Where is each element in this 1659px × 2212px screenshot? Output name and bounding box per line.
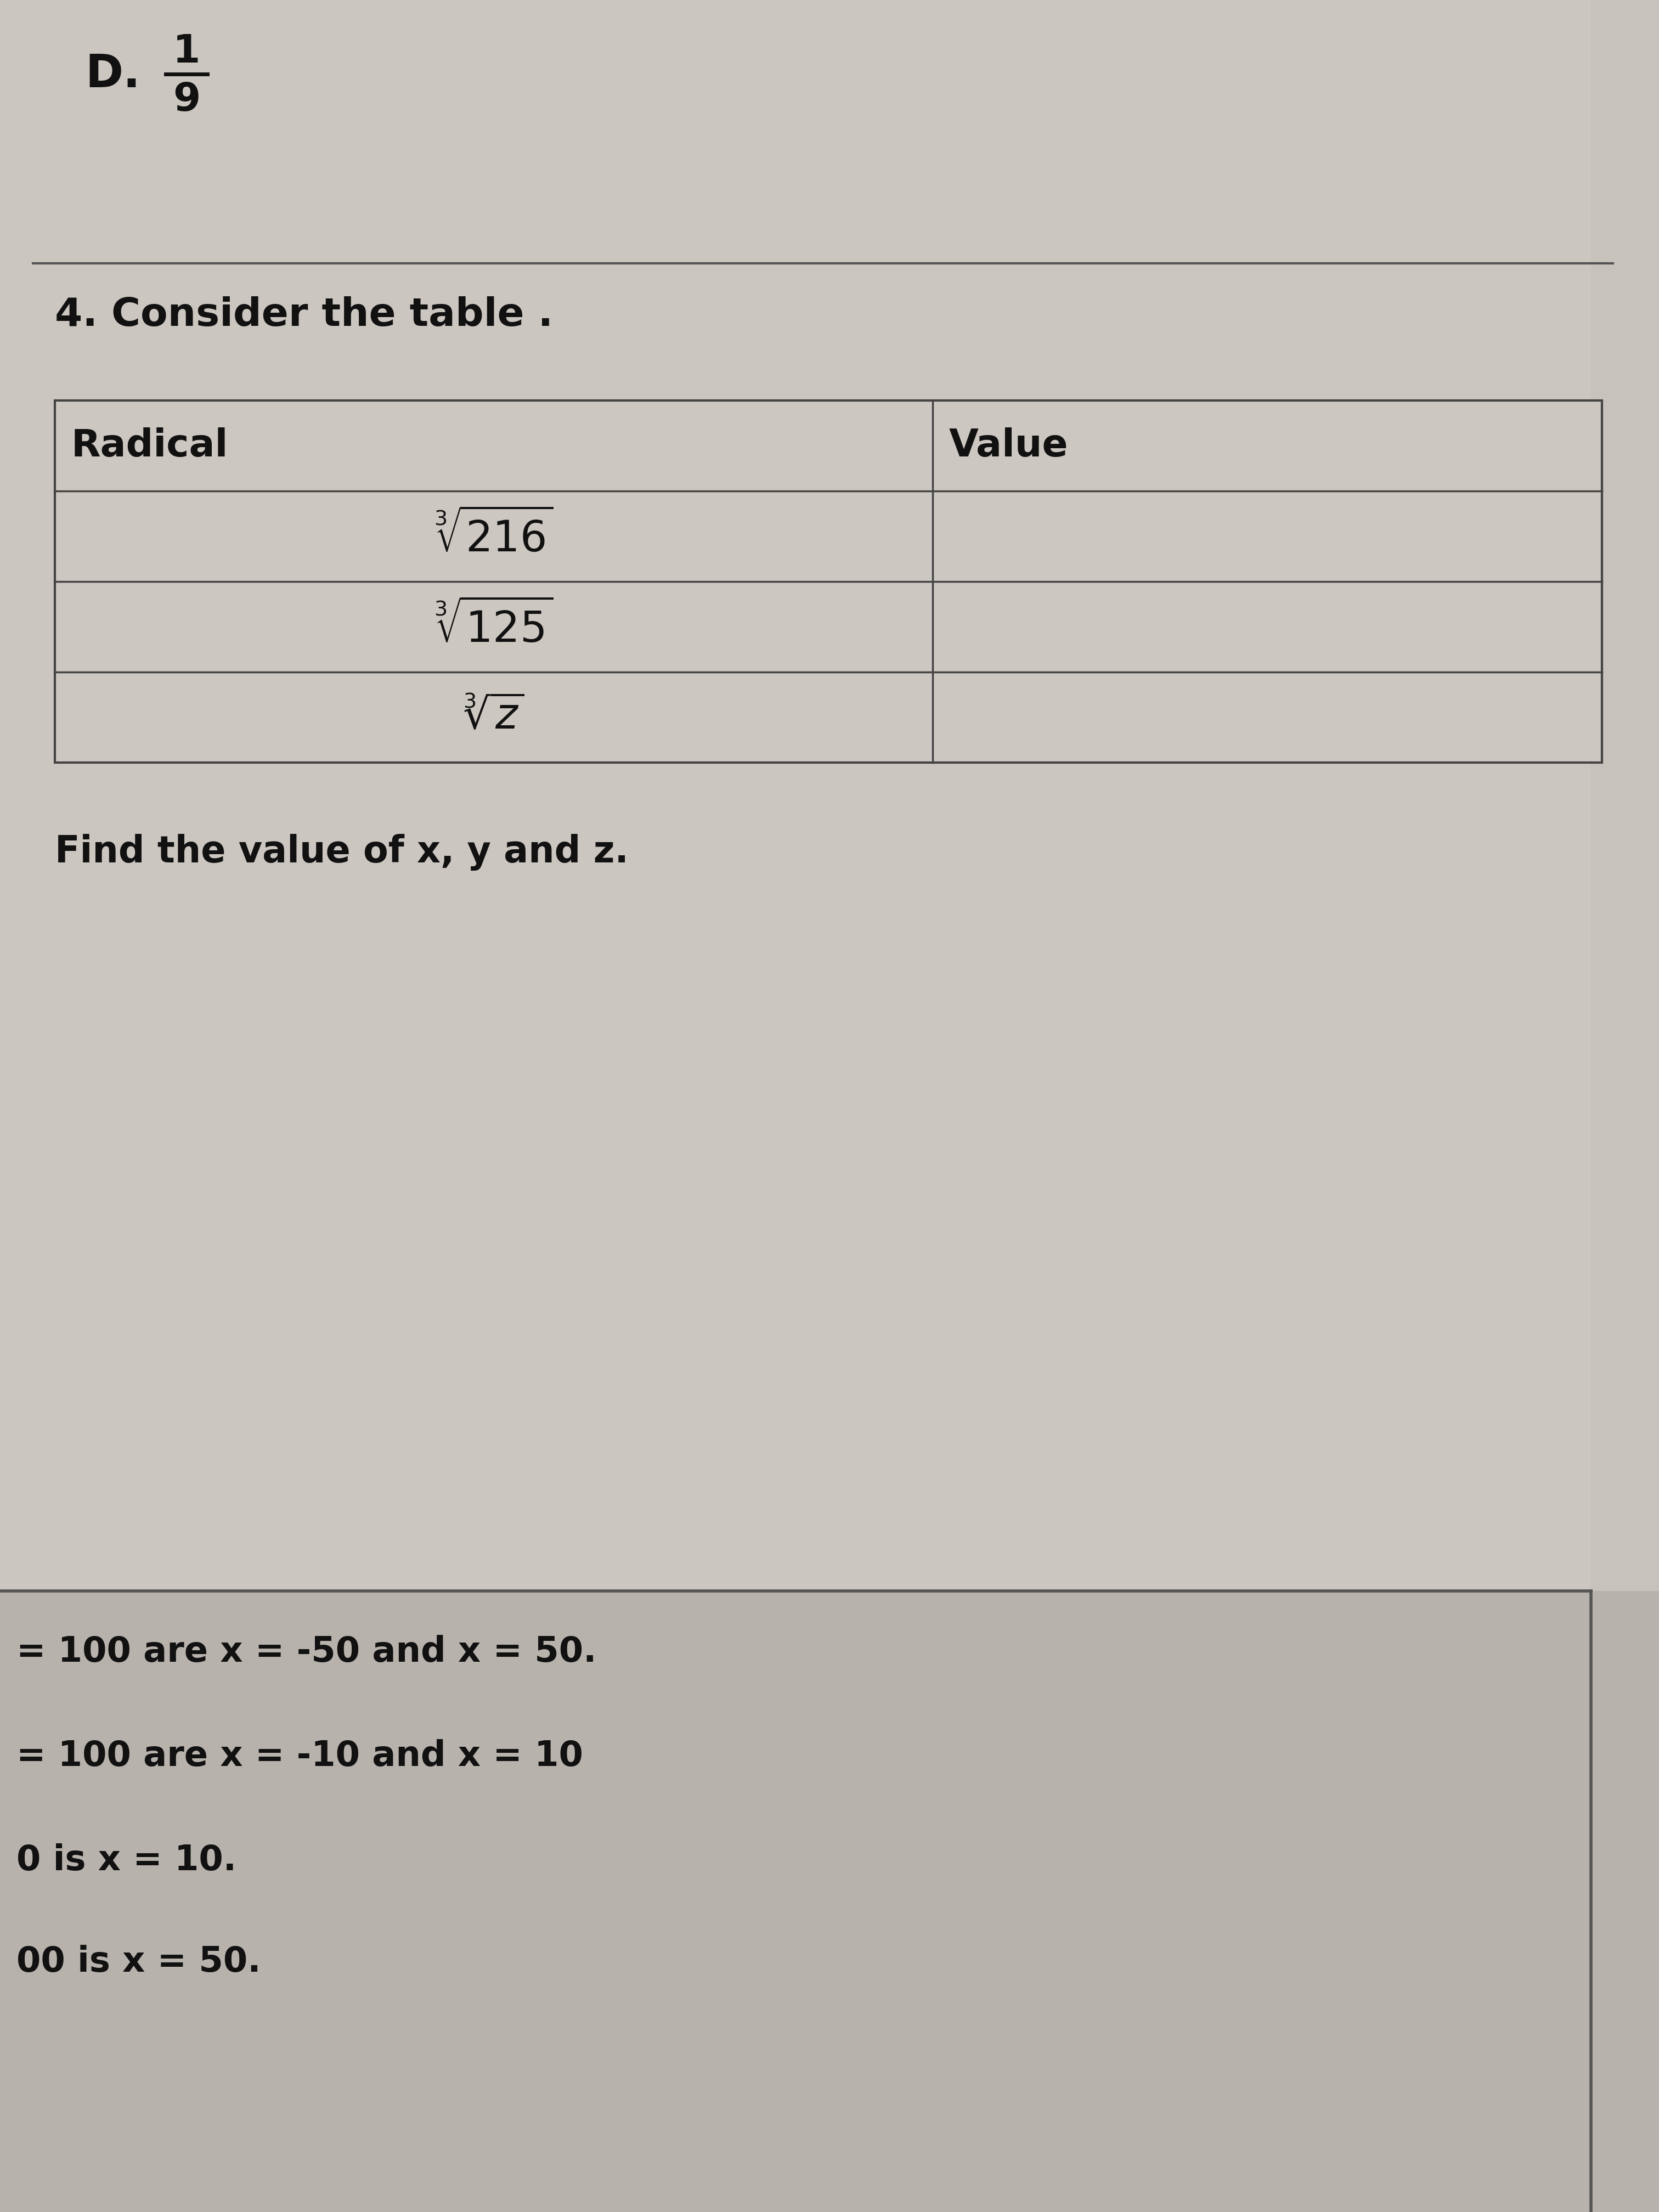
Text: 9: 9 bbox=[173, 82, 201, 119]
Bar bbox=[55, 400, 1603, 763]
Text: 1: 1 bbox=[173, 33, 201, 71]
Text: = 100 are x = -10 and x = 10: = 100 are x = -10 and x = 10 bbox=[17, 1739, 582, 1774]
Text: $\sqrt[3]{216}$: $\sqrt[3]{216}$ bbox=[435, 511, 554, 562]
Text: = 100 are x = -50 and x = 50.: = 100 are x = -50 and x = 50. bbox=[17, 1635, 597, 1668]
Text: 0 is x = 10.: 0 is x = 10. bbox=[17, 1843, 237, 1878]
Bar bbox=[1591, 0, 1659, 1590]
Text: 00 is x = 50.: 00 is x = 50. bbox=[17, 1944, 260, 1980]
Bar bbox=[55, 400, 1603, 763]
Text: $\sqrt[3]{125}$: $\sqrt[3]{125}$ bbox=[435, 602, 554, 653]
Text: Radical: Radical bbox=[71, 427, 229, 465]
Bar bbox=[0, 1590, 1659, 2212]
Text: D.: D. bbox=[85, 53, 141, 97]
Text: Value: Value bbox=[949, 427, 1068, 465]
Text: Find the value of x, y and z.: Find the value of x, y and z. bbox=[55, 834, 629, 872]
Text: $\sqrt[3]{z}$: $\sqrt[3]{z}$ bbox=[463, 697, 524, 739]
Bar bbox=[0, 0, 1659, 1590]
Text: 4. Consider the table .: 4. Consider the table . bbox=[55, 296, 552, 334]
